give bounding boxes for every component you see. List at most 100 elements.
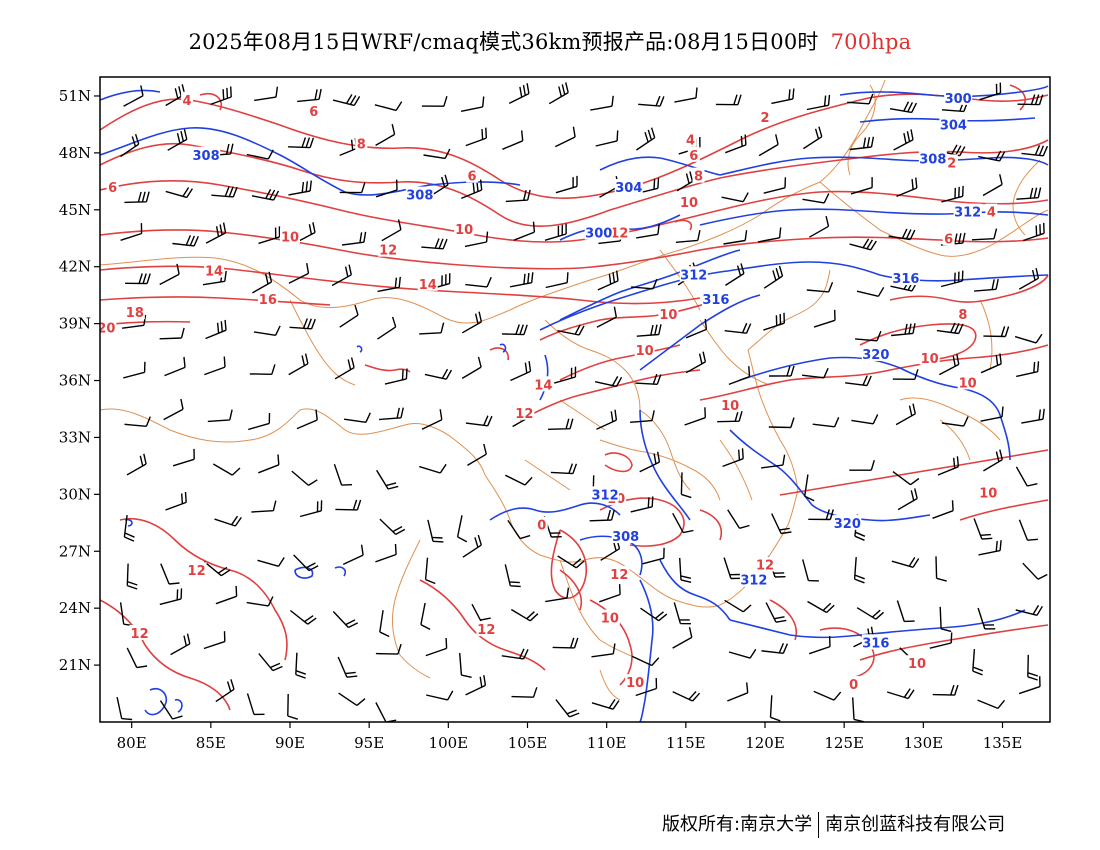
wind-barb xyxy=(685,351,707,374)
lat-tick-label: 24N xyxy=(59,599,91,617)
wind-barb xyxy=(591,699,620,710)
map-title: 2025年08月15日WRF/cmaq模式36km预报产品:08月15日00时 7… xyxy=(0,26,1100,56)
wind-barb xyxy=(299,500,323,518)
temperature-label-bg xyxy=(307,103,320,119)
wind-barb xyxy=(721,192,749,203)
wind-barb xyxy=(589,509,615,522)
wind-barb xyxy=(978,150,1006,162)
copyright-footer: 版权所有:南京大学 南京创蓝科技有限公司 xyxy=(662,810,1005,838)
temperature-label: 14 xyxy=(205,265,223,280)
temperature-label: 20 xyxy=(97,321,115,336)
wind-barb xyxy=(296,409,318,430)
wind-barb xyxy=(938,144,966,157)
temperature-label-bg xyxy=(124,304,145,320)
wind-barb xyxy=(639,451,661,473)
wind-barb xyxy=(938,353,960,376)
temperature-label-bg xyxy=(609,566,630,582)
wind-barb xyxy=(123,85,144,107)
map-frame xyxy=(99,76,1051,723)
wind-barb xyxy=(120,223,143,241)
geopotential-label-bg xyxy=(591,486,620,502)
wind-barb xyxy=(428,273,451,291)
wind-barb xyxy=(763,312,785,331)
wind-barb xyxy=(597,270,619,291)
wind-barb xyxy=(806,94,831,111)
wind-barb xyxy=(808,636,831,655)
geopotential-label: 312 xyxy=(740,574,767,589)
wind-barb xyxy=(674,87,698,103)
geopotential-label: 308 xyxy=(919,153,946,168)
temperature-label: 18 xyxy=(126,306,144,321)
wind-barb xyxy=(886,688,915,700)
wind-barb xyxy=(680,472,692,499)
wind-barb xyxy=(339,182,366,194)
temperature-label: 10 xyxy=(601,612,619,627)
wind-barb xyxy=(890,279,918,292)
temperature-label: 6 xyxy=(944,232,953,247)
wind-barb xyxy=(251,500,277,513)
temperature-label-bg xyxy=(100,319,117,335)
wind-barb xyxy=(172,235,199,247)
wind-barb xyxy=(120,133,140,158)
wind-barb xyxy=(545,272,569,289)
temperature-label-bg xyxy=(514,404,535,420)
wind-barb xyxy=(1021,408,1045,424)
wind-barb xyxy=(211,186,238,198)
geopotential-label-bg xyxy=(701,290,730,306)
wind-barb xyxy=(421,238,448,250)
wind-barb xyxy=(423,148,451,160)
lon-tick-label: 120E xyxy=(745,734,785,752)
wind-barb xyxy=(757,227,782,243)
wind-barb xyxy=(377,276,401,293)
geopotential-label-bg xyxy=(584,224,613,240)
geopotential-label: 300 xyxy=(945,92,972,107)
temperature-label: 12 xyxy=(477,623,495,638)
wind-barb xyxy=(210,86,232,106)
wind-barb xyxy=(509,272,534,288)
wind-barb xyxy=(1017,94,1044,106)
wind-barb xyxy=(977,699,1006,710)
temperature-label: 12 xyxy=(131,627,149,642)
geopotential-label: 316 xyxy=(702,293,729,308)
wind-barb xyxy=(724,322,752,334)
temperature-label: 10 xyxy=(626,676,644,691)
wind-barb xyxy=(771,88,795,105)
wind-barb xyxy=(1016,361,1040,378)
wind-barb xyxy=(159,327,185,340)
wind-barb xyxy=(768,365,795,377)
geopotential-label: 308 xyxy=(406,189,433,204)
temperature-label: 10 xyxy=(979,486,997,501)
temperature-label-bg xyxy=(355,135,368,151)
temperature-label: 4 xyxy=(987,206,996,221)
wind-barb xyxy=(806,282,834,293)
wind-barb xyxy=(813,690,842,701)
wind-barb xyxy=(252,271,273,294)
temperature-label-bg xyxy=(679,194,699,210)
wind-barb xyxy=(381,219,402,242)
wind-barb xyxy=(126,563,138,590)
lat-tick-label: 48N xyxy=(59,144,91,162)
temperature-label: 16 xyxy=(259,293,277,308)
temperature-label: 0 xyxy=(849,678,858,693)
wind-barb xyxy=(384,368,408,385)
wind-barb xyxy=(465,127,487,147)
wind-barb xyxy=(333,463,353,486)
geopotential-label: 312 xyxy=(954,206,981,221)
wind-barb xyxy=(636,223,660,239)
wind-barb xyxy=(465,276,492,288)
temperature-label: 10 xyxy=(680,196,698,211)
wind-barb xyxy=(1015,605,1044,616)
geopotential-label-bg xyxy=(611,528,640,544)
wind-barb xyxy=(376,469,399,490)
wind-barb xyxy=(679,557,692,583)
wind-barb xyxy=(124,191,150,204)
wind-barb xyxy=(246,693,265,716)
wind-barb xyxy=(1021,145,1049,157)
wind-barb xyxy=(1022,562,1048,580)
wind-barb xyxy=(849,238,877,251)
wind-barb xyxy=(464,231,489,248)
lon-tick-label: 95E xyxy=(354,734,384,752)
wind-barb xyxy=(342,231,367,246)
geopotential-label: 320 xyxy=(834,517,861,532)
wind-barb xyxy=(849,459,875,471)
